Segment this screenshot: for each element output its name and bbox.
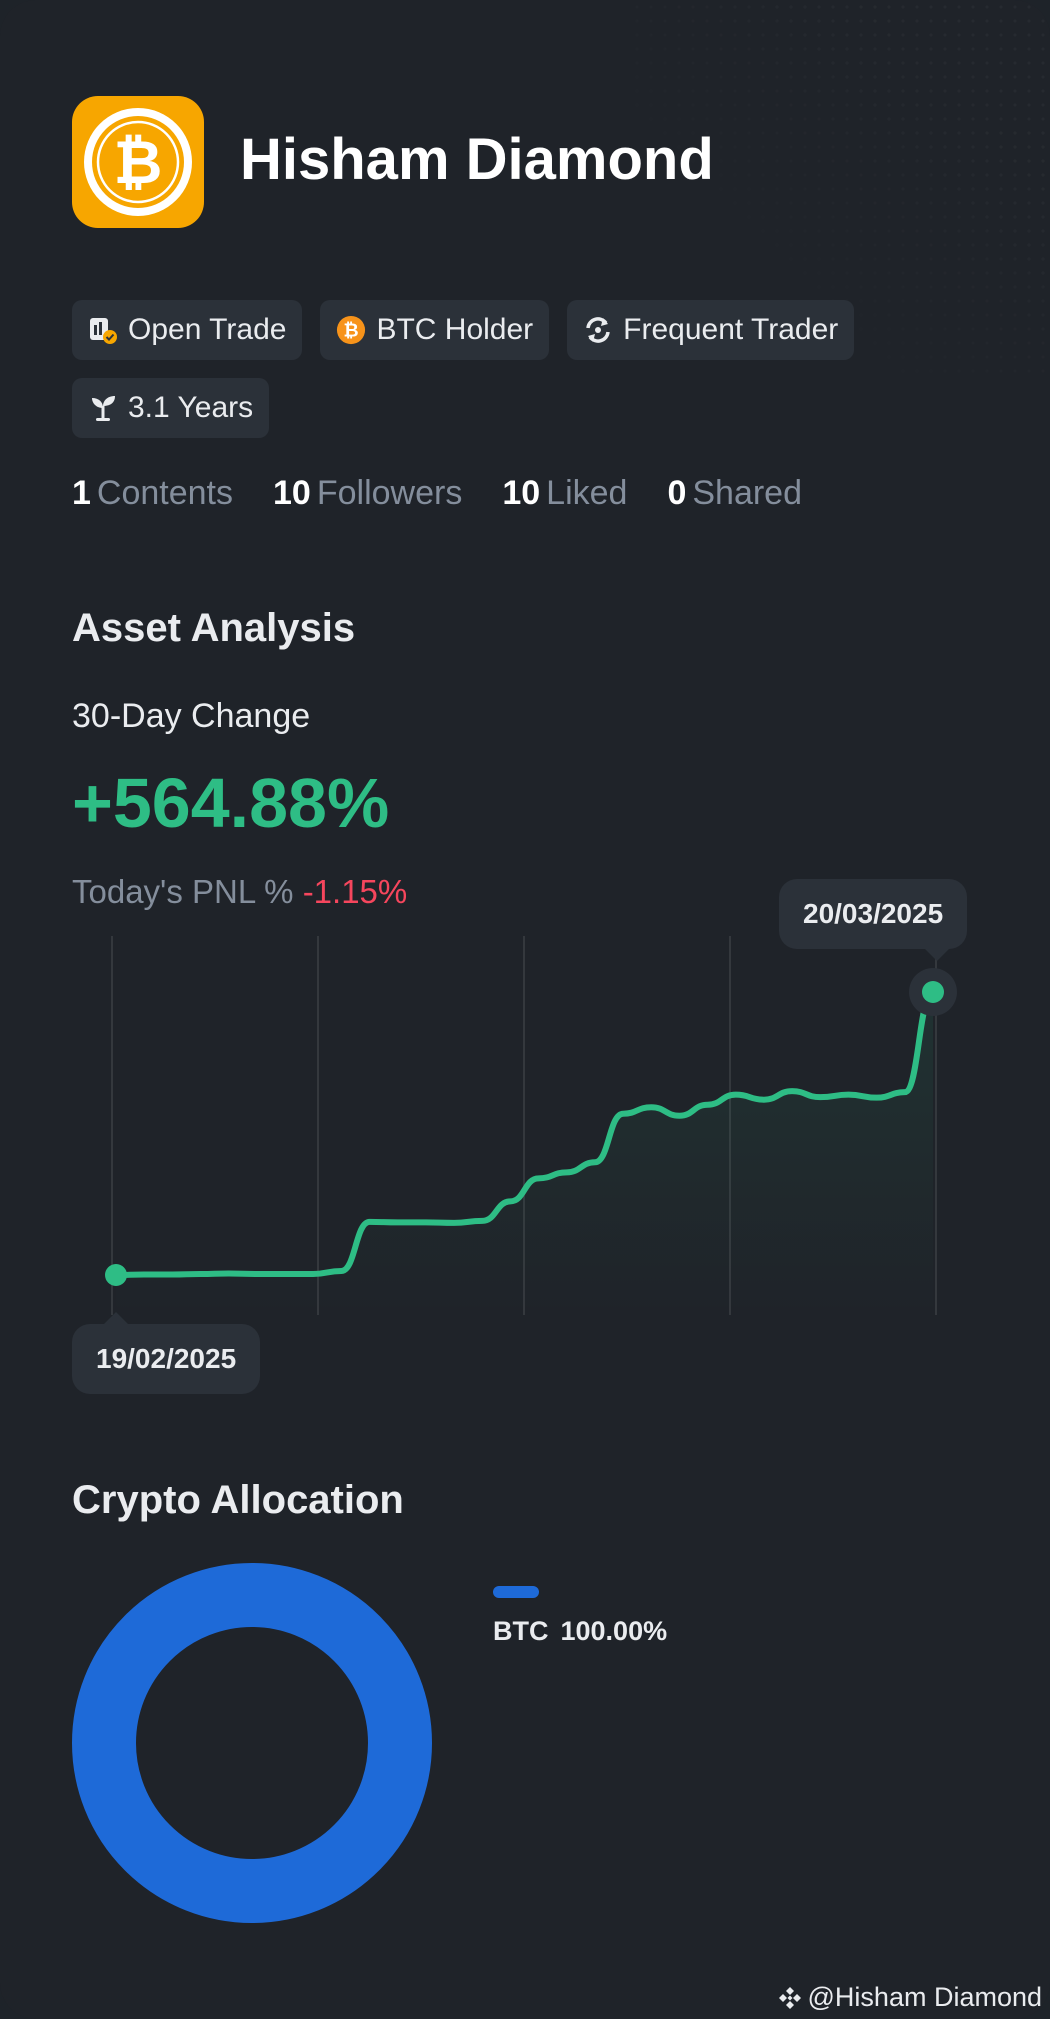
- stat-followers[interactable]: 10 Followers: [273, 474, 463, 512]
- tag-list: Open Trade ₿ BTC Holder Freq: [72, 300, 972, 438]
- open-trade-icon: [88, 315, 118, 345]
- tag-label: Frequent Trader: [623, 313, 839, 346]
- tag-label: BTC Holder: [376, 313, 534, 346]
- legend-asset: BTC: [493, 1616, 549, 1646]
- bitcoin-logo-icon: ₿: [84, 108, 192, 216]
- refresh-icon: [583, 315, 613, 345]
- tag-years[interactable]: 3.1 Years: [72, 378, 270, 438]
- legend-swatch-btc: [493, 1586, 539, 1598]
- crypto-allocation-title: Crypto Allocation: [72, 1478, 404, 1522]
- pnl-value: -1.15%: [302, 873, 408, 910]
- chart-end-point[interactable]: [922, 981, 944, 1003]
- avatar[interactable]: ₿: [72, 96, 204, 228]
- asset-analysis-title: Asset Analysis: [72, 606, 356, 650]
- change-value: +564.88%: [72, 764, 390, 842]
- legend-item-btc[interactable]: BTC 100.00%: [493, 1616, 667, 1647]
- chart-series-line: [113, 989, 936, 1278]
- tag-label: 3.1 Years: [128, 391, 254, 424]
- bitcoin-icon: ₿: [336, 315, 366, 345]
- pnl-line-chart: [105, 936, 957, 1315]
- stats-row: 1 Contents 10 Followers 10 Liked 0 Shared: [72, 474, 802, 513]
- stat-contents[interactable]: 1 Contents: [72, 474, 234, 512]
- allocation-donut-chart: [72, 1563, 432, 1923]
- change-label: 30-Day Change: [72, 697, 311, 735]
- stat-liked[interactable]: 10 Liked: [502, 474, 628, 512]
- legend-percent: 100.00%: [560, 1616, 668, 1646]
- sprout-icon: [88, 393, 118, 423]
- footer-handle-text: @Hisham Diamond: [807, 1982, 1042, 2012]
- chart-area-fill: [116, 992, 933, 1315]
- pnl-label: Today's PNL %: [72, 873, 294, 910]
- tag-frequent-trader[interactable]: Frequent Trader: [567, 300, 855, 360]
- allocation-legend: BTC 100.00%: [493, 1586, 667, 1647]
- tag-label: Open Trade: [128, 313, 287, 346]
- svg-text:₿: ₿: [114, 128, 163, 198]
- svg-text:₿: ₿: [344, 321, 359, 342]
- stat-shared[interactable]: 0 Shared: [667, 474, 802, 512]
- binance-logo-icon: [778, 1986, 801, 2009]
- donut-slice-btc[interactable]: [72, 1563, 432, 1923]
- start-date-tooltip: 19/02/2025: [72, 1312, 261, 1394]
- username: Hisham Diamond: [240, 127, 714, 192]
- footer-handle: @Hisham Diamond: [776, 1982, 1042, 2013]
- chart-start-point[interactable]: [105, 1264, 127, 1286]
- pnl-row: Today's PNL % -1.15%: [72, 873, 407, 911]
- end-date-tooltip: 20/03/2025: [779, 879, 968, 961]
- tag-btc-holder[interactable]: ₿ BTC Holder: [320, 300, 550, 360]
- tag-open-trade[interactable]: Open Trade: [72, 300, 303, 360]
